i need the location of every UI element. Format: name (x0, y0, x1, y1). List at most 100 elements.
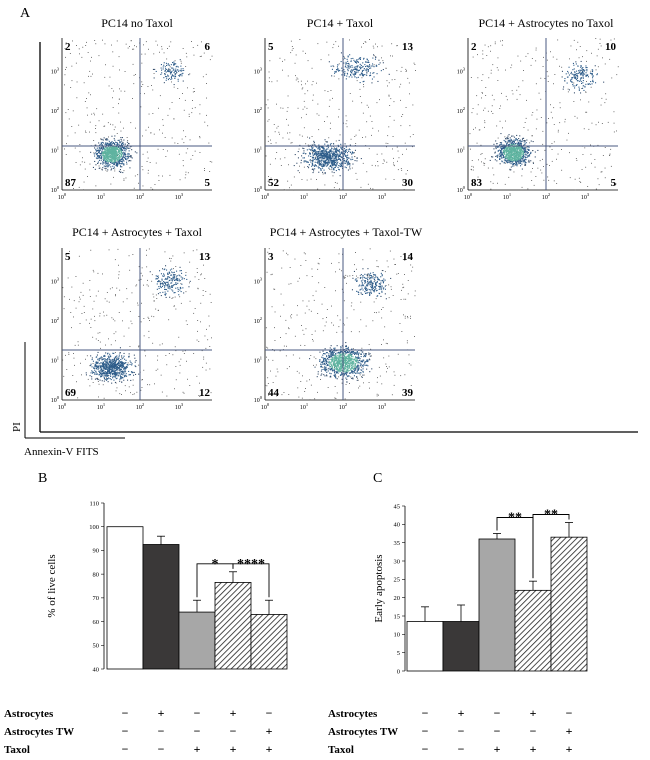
event-dot (197, 44, 199, 46)
event-dot (115, 362, 117, 364)
event-dot (336, 66, 338, 68)
event-dot (107, 122, 109, 124)
event-dot (155, 40, 157, 42)
event-dot (519, 150, 521, 152)
event-dot (512, 157, 514, 159)
event-dot (527, 161, 529, 163)
event-dot (315, 152, 317, 154)
event-dot (118, 158, 120, 160)
event-dot (347, 60, 349, 62)
event-dot (204, 121, 206, 123)
event-dot (102, 152, 104, 154)
event-dot (150, 132, 152, 134)
event-dot (126, 146, 128, 148)
event-dot (178, 75, 180, 77)
event-dot (144, 93, 145, 95)
event-dot (508, 144, 510, 146)
event-dot (297, 157, 299, 159)
event-dot (573, 74, 575, 76)
event-dot (282, 60, 283, 62)
event-dot (328, 156, 330, 158)
event-dot (305, 153, 307, 155)
event-dot (518, 163, 520, 165)
event-dot (510, 147, 512, 149)
event-dot (203, 358, 205, 360)
event-dot (317, 162, 319, 164)
event-dot (347, 169, 349, 171)
event-dot (102, 362, 104, 364)
event-dot (582, 69, 584, 71)
event-dot (303, 148, 305, 150)
event-dot (527, 149, 529, 151)
event-dot (166, 64, 168, 66)
event-dot (101, 169, 103, 171)
event-dot (166, 77, 168, 79)
event-dot (104, 154, 106, 156)
event-dot (104, 125, 106, 127)
event-dot (372, 72, 374, 74)
event-dot (99, 332, 101, 334)
event-dot (587, 186, 589, 187)
event-dot (161, 69, 163, 71)
event-dot (91, 378, 93, 380)
event-dot (509, 157, 511, 159)
event-dot (108, 136, 109, 138)
quadrant-lower-left: 83 (471, 177, 483, 189)
event-dot (92, 336, 94, 338)
event-dot (93, 372, 95, 374)
event-dot (401, 66, 403, 68)
event-dot (336, 150, 338, 152)
event-dot (75, 307, 77, 309)
event-dot (521, 158, 523, 160)
event-dot (511, 160, 513, 162)
event-dot (104, 147, 106, 149)
event-dot (103, 125, 105, 127)
event-dot (331, 148, 333, 150)
event-dot (91, 376, 93, 378)
event-dot (601, 123, 603, 124)
event-dot (535, 47, 537, 49)
event-dot (340, 152, 342, 154)
event-dot (499, 158, 501, 160)
event-dot (506, 161, 508, 163)
event-dot (126, 163, 128, 165)
event-dot (507, 159, 509, 161)
event-dot (514, 139, 516, 141)
event-dot (78, 124, 80, 126)
event-dot (579, 46, 581, 47)
event-dot (145, 129, 147, 131)
event-dot (177, 282, 179, 284)
event-dot (513, 157, 515, 159)
event-dot (210, 302, 212, 303)
event-dot (338, 165, 340, 167)
event-dot (588, 101, 590, 103)
event-dot (319, 151, 321, 153)
event-dot (172, 255, 174, 257)
event-dot (580, 73, 582, 75)
event-dot (109, 372, 111, 374)
event-dot (100, 367, 102, 369)
event-dot (561, 169, 563, 171)
event-dot (511, 153, 513, 155)
event-dot (97, 351, 99, 353)
event-dot (110, 183, 112, 185)
event-dot (110, 379, 112, 381)
event-dot (355, 73, 357, 75)
event-dot (598, 184, 600, 186)
event-dot (151, 85, 152, 86)
event-dot (100, 373, 102, 375)
event-dot (168, 45, 170, 47)
event-dot (510, 159, 512, 161)
event-dot (110, 144, 112, 146)
event-dot (75, 276, 77, 277)
event-dot (147, 384, 148, 386)
event-dot (306, 149, 308, 151)
event-dot (114, 162, 116, 164)
event-dot (336, 155, 338, 157)
event-dot (98, 374, 100, 376)
event-dot (312, 150, 314, 152)
event-dot (518, 147, 520, 149)
event-dot (119, 158, 121, 160)
event-dot (111, 162, 113, 164)
event-dot (98, 366, 100, 368)
